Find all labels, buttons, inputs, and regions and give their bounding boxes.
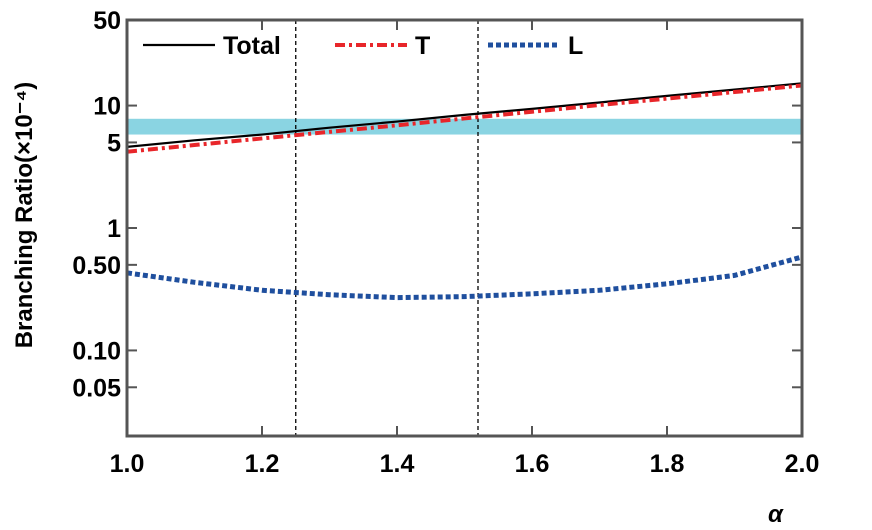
series-line [126,254,803,301]
x-axis-label: α [768,501,784,528]
plot-frame [125,18,804,438]
series-line [126,83,803,154]
y-tick-label: 50 [93,7,121,35]
legend-label: T [415,32,430,60]
y-tick-label: 5 [107,129,121,157]
band [127,118,802,135]
x-tick-label: 1.4 [380,450,415,478]
y-tick-label: 0.10 [72,337,121,365]
y-tick-label: 1 [107,215,121,243]
legend-label: L [568,32,583,60]
x-tick-label: 1.6 [515,450,550,478]
x-tick-label: 1.2 [245,450,280,478]
x-tick-label: 1.8 [650,450,685,478]
legend-label: Total [223,32,281,60]
y-tick-label: 0.05 [72,374,121,402]
series-line [126,82,803,148]
x-tick-label: 2.0 [785,450,820,478]
y-axis-label: Branching Ratio(×10⁻⁴) [11,82,38,349]
y-tick-label: 0.50 [72,252,121,280]
y-tick-label: 10 [93,93,121,121]
x-tick-label: 1.0 [110,450,145,478]
